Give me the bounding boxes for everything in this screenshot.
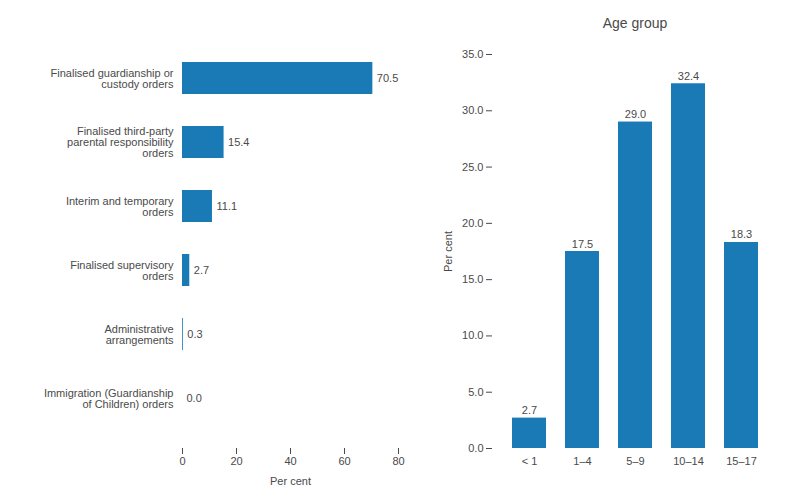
svg-text:< 1: < 1	[522, 455, 538, 467]
svg-text:Interim and temporaryorders: Interim and temporaryorders	[66, 195, 174, 218]
svg-text:Per cent: Per cent	[442, 231, 454, 272]
svg-text:Finalised supervisoryorders: Finalised supervisoryorders	[70, 259, 174, 282]
svg-text:Per cent: Per cent	[270, 475, 311, 487]
svg-text:2.7: 2.7	[522, 404, 537, 416]
svg-text:20.0: 20.0	[462, 217, 483, 229]
svg-text:5.0: 5.0	[468, 386, 483, 398]
svg-text:29.0: 29.0	[625, 108, 646, 120]
svg-text:0.3: 0.3	[187, 328, 202, 340]
svg-text:15.0: 15.0	[462, 273, 483, 285]
svg-text:25.0: 25.0	[462, 161, 483, 173]
svg-text:18.3: 18.3	[731, 228, 752, 240]
svg-text:1–4: 1–4	[573, 455, 591, 467]
svg-text:Finalised third-partyparental: Finalised third-partyparental responsibi…	[67, 125, 174, 159]
svg-text:0: 0	[179, 455, 185, 467]
svg-text:30.0: 30.0	[462, 104, 483, 116]
svg-text:32.4: 32.4	[678, 70, 699, 82]
svg-text:Immigration (Guardianshipof Ch: Immigration (Guardianshipof Children) or…	[44, 387, 174, 410]
svg-text:17.5: 17.5	[572, 238, 593, 250]
svg-text:2.7: 2.7	[194, 264, 209, 276]
svg-text:0.0: 0.0	[187, 392, 202, 404]
svg-text:10.0: 10.0	[462, 329, 483, 341]
svg-text:35.0: 35.0	[462, 48, 483, 60]
svg-text:15.4: 15.4	[228, 136, 249, 148]
svg-text:10–14: 10–14	[673, 455, 704, 467]
svg-text:0.0: 0.0	[468, 442, 483, 454]
svg-text:11.1: 11.1	[216, 200, 237, 212]
svg-text:5–9: 5–9	[626, 455, 644, 467]
svg-text:Administrativearrangements: Administrativearrangements	[104, 323, 174, 346]
svg-text:60: 60	[338, 455, 350, 467]
svg-text:15–17: 15–17	[726, 455, 757, 467]
svg-text:80: 80	[392, 455, 404, 467]
svg-text:20: 20	[230, 455, 242, 467]
svg-text:40: 40	[284, 455, 296, 467]
html-text:Age group: Age group	[602, 15, 668, 31]
svg-text:Finalised guardianship orcusto: Finalised guardianship orcustody orders	[51, 67, 174, 90]
svg-text:70.5: 70.5	[377, 72, 398, 84]
